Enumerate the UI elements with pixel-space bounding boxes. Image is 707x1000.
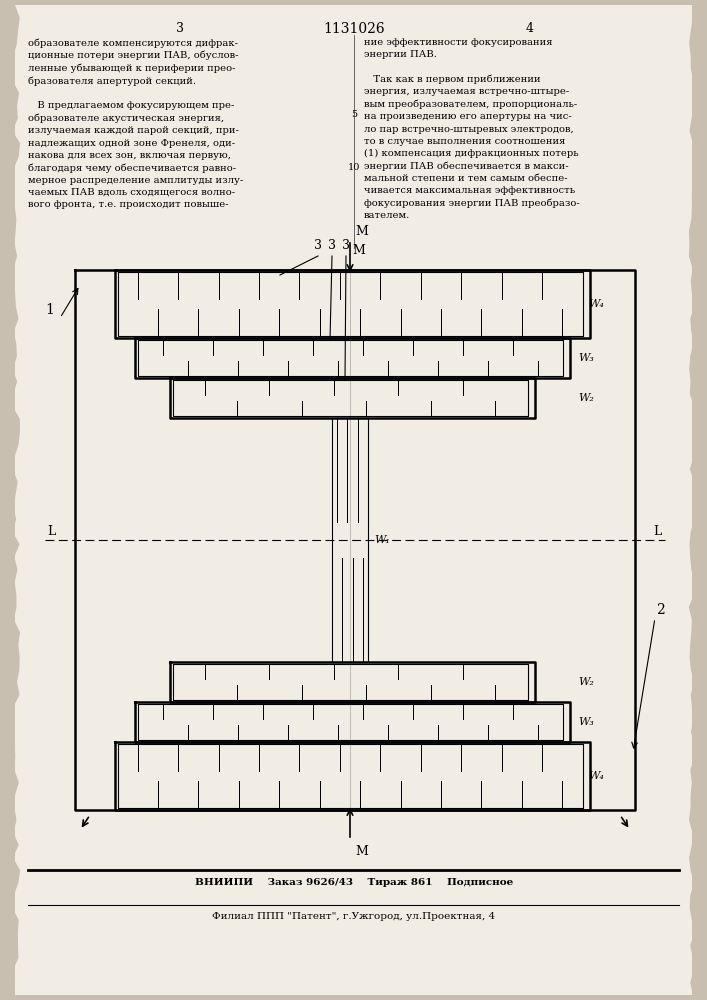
Text: ние эффективности фокусирования
энергии ПАВ.

   Так как в первом приближении
эн: ние эффективности фокусирования энергии … xyxy=(364,38,580,220)
Text: 2: 2 xyxy=(655,603,665,617)
Text: ВНИИПИ    Заказ 9626/43    Тираж 861    Подписное: ВНИИПИ Заказ 9626/43 Тираж 861 Подписное xyxy=(195,878,513,887)
Text: L: L xyxy=(653,525,661,538)
Text: M: M xyxy=(352,244,365,257)
Text: W₄: W₄ xyxy=(588,771,604,781)
Text: W₁: W₁ xyxy=(374,535,390,545)
Text: 10: 10 xyxy=(348,163,360,172)
Text: 1131026: 1131026 xyxy=(323,22,385,36)
Text: 3: 3 xyxy=(328,239,336,252)
Text: 3: 3 xyxy=(314,239,322,252)
Text: 3: 3 xyxy=(342,239,350,252)
Text: Филиал ППП "Патент", г.Ужгород, ул.Проектная, 4: Филиал ППП "Патент", г.Ужгород, ул.Проек… xyxy=(212,912,496,921)
Text: 4: 4 xyxy=(526,22,534,35)
Text: 5: 5 xyxy=(351,110,357,119)
Text: M: M xyxy=(355,225,368,238)
Text: W₃: W₃ xyxy=(578,717,595,727)
Text: 1: 1 xyxy=(45,303,54,317)
Text: W₂: W₂ xyxy=(578,677,595,687)
Text: образователе компенсируются дифрак-
ционные потери энергии ПАВ, обуслов-
ленные : образователе компенсируются дифрак- цион… xyxy=(28,38,243,209)
Text: 3: 3 xyxy=(176,22,184,35)
Text: W₃: W₃ xyxy=(578,353,595,363)
Text: W₂: W₂ xyxy=(578,393,595,403)
Text: L: L xyxy=(47,525,55,538)
Text: W₄: W₄ xyxy=(588,299,604,309)
Text: M: M xyxy=(355,845,368,858)
